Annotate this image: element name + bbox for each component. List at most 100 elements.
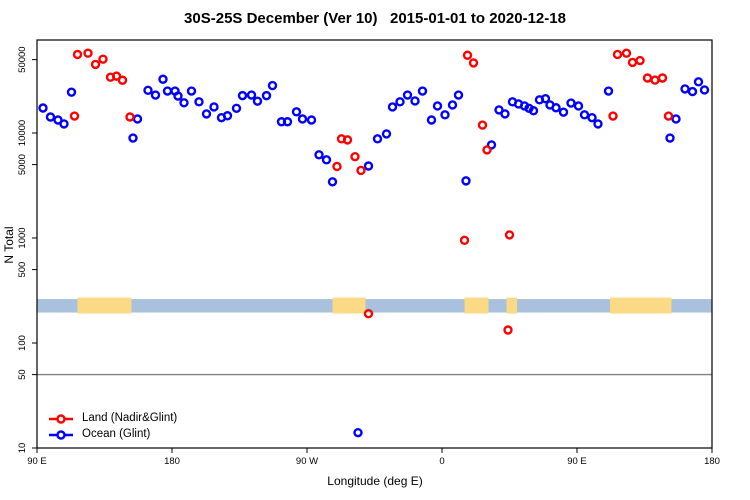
land-strip-segment xyxy=(610,297,672,314)
legend-marker-ocean-icon xyxy=(49,429,73,440)
data-point-land xyxy=(663,111,674,121)
y-tick-label: 50 xyxy=(17,369,28,380)
data-point-land xyxy=(90,59,101,70)
data-point-ocean xyxy=(566,98,576,108)
data-point-land xyxy=(69,111,80,121)
ocean-strip xyxy=(37,299,712,313)
data-point-land xyxy=(482,145,492,155)
data-point-ocean xyxy=(252,96,263,106)
data-point-ocean xyxy=(432,101,443,111)
y-tick-label: 50000 xyxy=(17,46,28,72)
legend-item-land: Land (Nadir&Glint) xyxy=(48,411,177,426)
data-point-ocean xyxy=(395,97,405,107)
x-tick-label: 180 xyxy=(164,456,180,467)
data-point-land xyxy=(125,112,135,122)
y-tick-label: 5000 xyxy=(17,154,28,175)
data-point-ocean xyxy=(201,109,212,119)
data-point-ocean xyxy=(558,107,569,117)
data-point-ocean xyxy=(158,74,168,84)
data-point-land xyxy=(462,50,473,60)
data-point-ocean xyxy=(179,98,189,108)
data-point-land xyxy=(477,120,488,130)
data-point-ocean xyxy=(267,80,278,91)
data-point-ocean xyxy=(209,102,219,112)
legend-label-ocean: Ocean (Glint) xyxy=(82,428,151,440)
data-point-land xyxy=(459,235,470,246)
data-point-ocean xyxy=(128,133,138,143)
data-point-ocean xyxy=(687,86,698,97)
legend-label-land: Land (Nadir&Glint) xyxy=(82,412,178,424)
data-point-ocean xyxy=(321,155,332,165)
data-point-land xyxy=(621,48,632,58)
data-point-ocean xyxy=(402,90,413,100)
data-point-ocean xyxy=(282,117,293,127)
data-point-ocean xyxy=(680,84,690,94)
data-point-land xyxy=(612,49,623,60)
x-tick-label: 90 W xyxy=(296,456,318,467)
data-point-ocean xyxy=(231,103,242,113)
data-point-land xyxy=(363,309,374,319)
data-point-land xyxy=(117,75,128,85)
data-point-land xyxy=(650,75,660,85)
data-point-ocean xyxy=(143,85,153,96)
data-point-land xyxy=(627,57,638,68)
data-point-ocean xyxy=(306,115,317,125)
data-point-ocean xyxy=(59,119,69,129)
y-tick-label: 1000 xyxy=(17,227,28,248)
data-point-ocean xyxy=(593,119,603,129)
data-point-land xyxy=(642,73,653,83)
data-point-ocean xyxy=(363,161,374,171)
data-point-ocean xyxy=(66,87,77,97)
data-point-ocean xyxy=(603,86,614,96)
x-axis-label: Longitude (deg E) xyxy=(327,474,423,488)
data-point-ocean xyxy=(540,94,551,104)
data-point-ocean xyxy=(291,107,302,117)
data-point-ocean xyxy=(387,102,398,112)
data-point-land xyxy=(608,111,618,121)
data-point-land xyxy=(468,58,479,68)
data-point-land xyxy=(503,325,513,335)
data-point-land xyxy=(72,49,83,60)
data-point-ocean xyxy=(494,105,504,115)
data-point-ocean xyxy=(246,90,257,100)
data-point-ocean xyxy=(528,106,539,116)
data-point-ocean xyxy=(426,115,437,125)
chart-title: 30S-25S December (Ver 10) 2015-01-01 to … xyxy=(184,10,566,27)
data-point-ocean xyxy=(222,111,233,121)
data-point-ocean xyxy=(381,129,392,139)
legend-item-ocean: Ocean (Glint) xyxy=(48,427,177,442)
data-point-ocean xyxy=(297,114,308,124)
data-point-land xyxy=(350,151,360,162)
data-point-ocean xyxy=(665,133,675,143)
legend: Land (Nadir&Glint) Ocean (Glint) xyxy=(48,411,177,442)
data-point-ocean xyxy=(693,77,704,87)
data-point-ocean xyxy=(573,101,584,111)
data-point-ocean xyxy=(237,90,248,101)
data-point-ocean xyxy=(150,90,161,100)
data-point-ocean xyxy=(45,112,56,122)
land-strip-segment xyxy=(506,297,517,314)
legend-marker-land-icon xyxy=(49,413,73,424)
data-point-ocean xyxy=(132,114,143,124)
data-point-ocean xyxy=(447,100,458,110)
data-point-ocean xyxy=(410,96,420,106)
land-strip-segment xyxy=(332,297,366,314)
data-point-ocean xyxy=(551,103,561,113)
data-point-ocean xyxy=(461,176,471,186)
data-point-land xyxy=(342,135,353,145)
data-point-ocean xyxy=(314,150,324,160)
y-tick-label: 100 xyxy=(17,335,28,351)
x-tick-label: 0 xyxy=(439,456,444,467)
data-point-land xyxy=(356,165,366,176)
data-point-land xyxy=(657,73,668,83)
plot-frame xyxy=(36,39,713,449)
data-point-ocean xyxy=(372,134,383,144)
data-point-land xyxy=(504,230,515,240)
x-tick-label: 180 xyxy=(704,456,720,467)
data-point-ocean xyxy=(453,90,464,100)
data-point-land xyxy=(83,48,93,58)
y-tick-label: 500 xyxy=(17,262,28,278)
data-point-ocean xyxy=(671,114,681,124)
y-tick-label: 10 xyxy=(17,443,28,454)
